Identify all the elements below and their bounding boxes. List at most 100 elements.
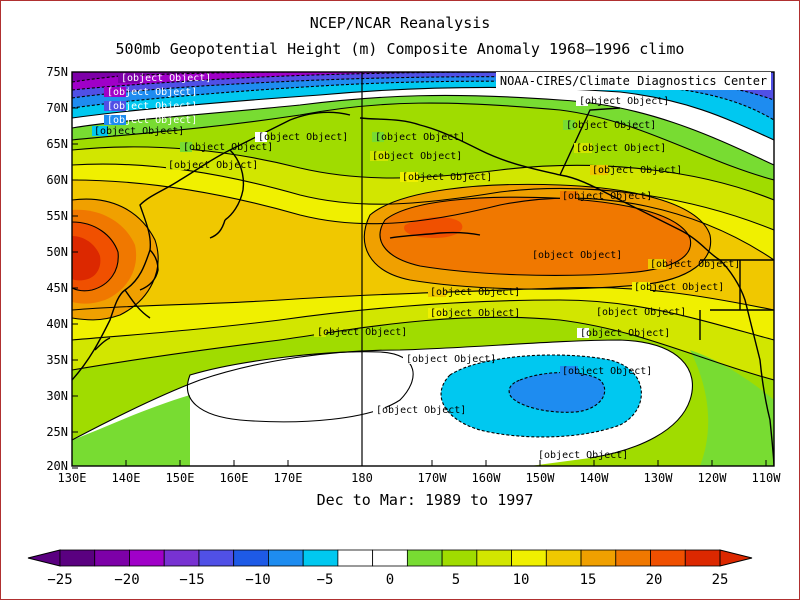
lat-label: 40N (46, 317, 68, 331)
title-line-2: 500mb Geopotential Height (m) Composite … (115, 40, 685, 58)
contour-label: [object Object] (632, 282, 724, 293)
contour-label: [object Object] (403, 354, 496, 365)
lon-label: 130E (58, 471, 87, 485)
svg-text:[object Object]: [object Object] (94, 126, 184, 137)
colorbar-arrow-left (27, 549, 61, 567)
colorbar-swatch (476, 549, 512, 567)
contour-label: [object Object] (255, 132, 348, 143)
west-ridge-core (72, 236, 101, 281)
band-zero-southwest (187, 351, 414, 422)
svg-text:[object Object]: [object Object] (650, 259, 740, 270)
svg-text:[object Object]: [object Object] (406, 354, 496, 365)
svg-text:[object Object]: [object Object] (562, 191, 652, 202)
colorbar-swatch (372, 549, 408, 567)
contour-label: [object Object] (535, 450, 628, 461)
svg-text:[object Object]: [object Object] (430, 287, 520, 298)
contour-label: [object Object] (104, 115, 197, 126)
subtitle: Dec to Mar: 1989 to 1997 (316, 491, 534, 509)
band-neg15 (72, 72, 774, 100)
lon-label: 120W (698, 471, 728, 485)
contour-label: [object Object] (428, 308, 520, 319)
lon-label: 160W (472, 471, 502, 485)
colorbar-swatch (684, 549, 721, 567)
svg-text:[object Object]: [object Object] (317, 327, 407, 338)
contour-label: [object Object] (180, 142, 273, 153)
band-neg20 (72, 72, 500, 90)
colorbar-label: −25 (47, 572, 72, 588)
colorbar-label: 15 (580, 572, 597, 588)
colorbar-swatch (337, 549, 374, 567)
colorbar-label: 0 (386, 572, 394, 588)
contour-label: [object Object] (104, 101, 197, 112)
contour-label: [object Object] (372, 132, 465, 143)
coastlines (72, 107, 774, 466)
contour-label: [object Object] (593, 307, 686, 318)
colorbar-swatch (94, 549, 130, 567)
axis-ticks (71, 71, 767, 469)
colorbar-label: −5 (317, 572, 334, 588)
contour-label: [object Object] (118, 73, 211, 84)
svg-text:[object Object]: [object Object] (402, 172, 492, 183)
colorbar-swatch (511, 549, 547, 567)
contour-label: [object Object] (530, 250, 622, 261)
colorbar-swatch (580, 549, 617, 567)
central-ridge-22 (380, 197, 691, 276)
svg-text:[object Object]: [object Object] (375, 132, 465, 143)
lon-label: 130W (644, 471, 674, 485)
svg-text:[object Object]: [object Object] (562, 366, 652, 377)
colorbar (27, 549, 753, 567)
contour-label: [object Object] (400, 172, 492, 183)
lat-label: 50N (46, 245, 68, 259)
contour-label: [object Object] (428, 287, 520, 298)
colorbar-arrow-right (719, 549, 753, 567)
contour-label: [object Object] (92, 126, 184, 137)
svg-text:[object Object]: [object Object] (566, 120, 656, 131)
band-neg10 (72, 72, 774, 120)
colorbar-swatch (650, 549, 686, 567)
colorbar-swatch (615, 549, 651, 567)
colorbar-label: −20 (114, 572, 139, 588)
lon-label: 110W (752, 471, 782, 485)
svg-text:[object Object]: [object Object] (107, 101, 197, 112)
colorbar-swatch (198, 549, 235, 567)
contour-label: [object Object] (370, 151, 462, 162)
contour-label: [object Object] (166, 160, 258, 171)
credit-box: NOAA-CIRES/Climate Diagnostics Center (496, 72, 771, 90)
lat-label: 25N (46, 425, 68, 439)
lon-label: 170E (274, 471, 303, 485)
contour-label: [object Object] (104, 87, 197, 98)
lon-label: 170W (418, 471, 448, 485)
lat-label: 20N (46, 459, 68, 473)
colorbar-swatch (233, 549, 269, 567)
contour-label: [object Object] (574, 143, 666, 154)
longitude-labels: 130E 140E 150E 160E 170E 180 170W 160W 1… (58, 471, 782, 485)
contour-label: [object Object] (648, 259, 740, 270)
band-neg10-south (509, 372, 605, 413)
map-border (71, 71, 775, 467)
svg-text:[object Object]: [object Object] (592, 165, 682, 176)
contour-label: [object Object] (373, 405, 466, 416)
lat-label: 45N (46, 281, 68, 295)
svg-text:[object Object]: [object Object] (580, 328, 670, 339)
colorbar-labels: −25 −20 −15 −10 −5 0 5 10 15 20 25 (47, 572, 728, 588)
title-line-1: NCEP/NCAR Reanalysis (309, 14, 491, 32)
lat-label: 55N (46, 209, 68, 223)
contour-label: [object Object] (576, 96, 669, 107)
svg-text:[object Object]: [object Object] (576, 143, 666, 154)
lon-label: 150W (526, 471, 556, 485)
contour-label: [object Object] (590, 165, 682, 176)
svg-text:[object Object]: [object Object] (183, 142, 273, 153)
colorbar-label: −15 (179, 572, 204, 588)
lat-label: 35N (46, 353, 68, 367)
colorbar-swatch (268, 549, 304, 567)
svg-text:[object Object]: [object Object] (596, 307, 686, 318)
lat-label: 60N (46, 173, 68, 187)
lat-label: 30N (46, 389, 68, 403)
colorbar-swatch (59, 549, 96, 567)
contour-label: [object Object] (560, 366, 652, 377)
colorbar-swatch (406, 549, 443, 567)
lat-label: 65N (46, 137, 68, 151)
contour-label: [object Object] (314, 327, 407, 338)
svg-text:[object Object]: [object Object] (372, 151, 462, 162)
svg-text:[object Object]: [object Object] (538, 450, 628, 461)
